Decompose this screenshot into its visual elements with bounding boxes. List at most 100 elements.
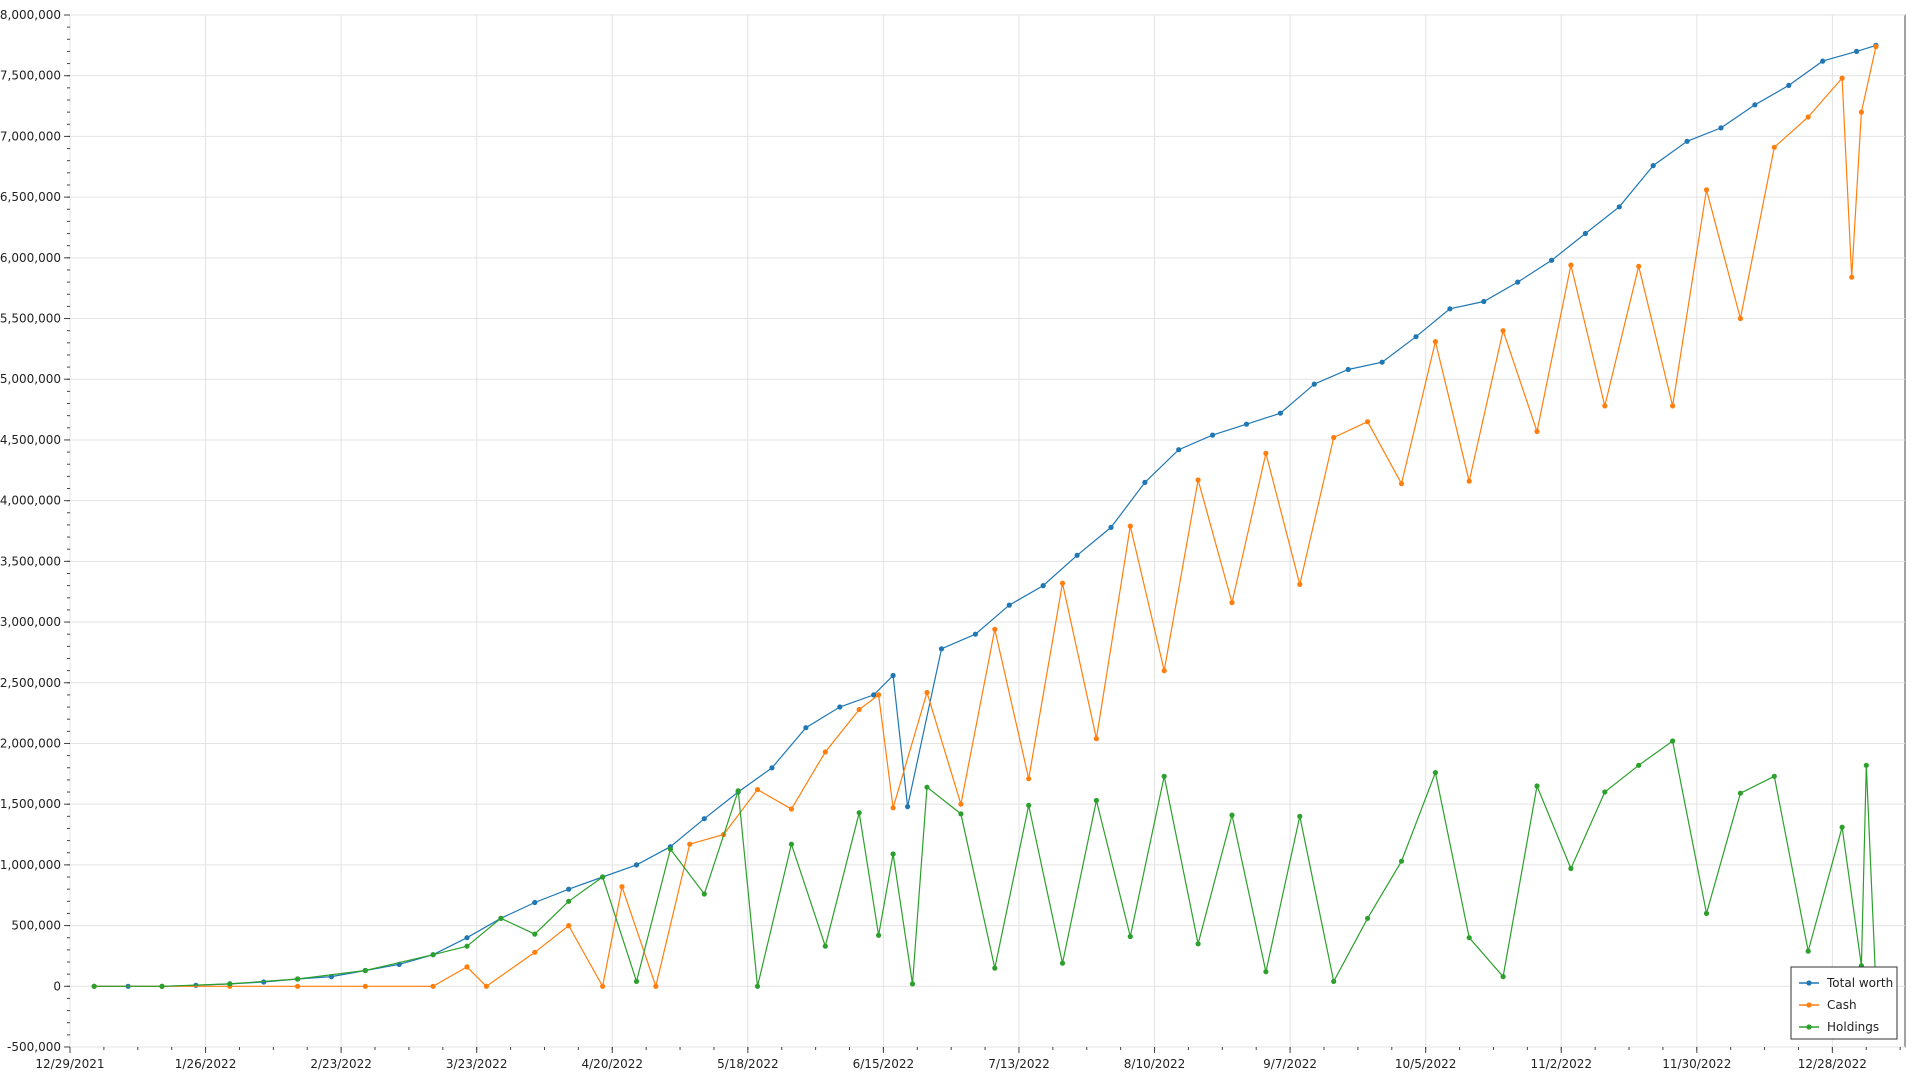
data-point	[822, 943, 828, 949]
data-point	[1447, 306, 1453, 312]
data-point	[1602, 403, 1608, 409]
y-tick-label: 5,000,000	[0, 372, 61, 386]
data-point	[653, 983, 659, 989]
y-tick-label: 1,500,000	[0, 797, 61, 811]
data-point	[295, 983, 301, 989]
x-tick-label: 12/28/2022	[1798, 1057, 1867, 1071]
data-point	[1549, 257, 1555, 263]
y-tick-label: 5,500,000	[0, 312, 61, 326]
plot-area	[69, 14, 1906, 1048]
data-point	[91, 983, 97, 989]
x-tick-label: 9/7/2022	[1263, 1057, 1317, 1071]
data-point	[1820, 58, 1826, 64]
x-tick-label: 2/23/2022	[310, 1057, 372, 1071]
data-point	[1297, 813, 1303, 819]
data-point	[430, 952, 436, 958]
data-point	[633, 862, 640, 868]
data-point	[1534, 783, 1540, 789]
y-tick-label: 8,000,000	[0, 8, 61, 22]
y-tick-label: 7,000,000	[0, 129, 61, 143]
data-point	[958, 801, 964, 807]
series-line	[94, 46, 1877, 989]
data-point	[754, 787, 761, 793]
data-point	[1413, 334, 1419, 340]
data-point	[1737, 790, 1743, 796]
data-point	[1127, 933, 1133, 940]
legend: Total worth Cash Holdings	[1790, 966, 1898, 1040]
data-point	[1093, 736, 1099, 742]
y-tick-label: 3,500,000	[0, 554, 61, 568]
data-point	[532, 931, 538, 937]
x-tick-label: 12/29/2021	[35, 1057, 104, 1071]
y-tick-label: 2,500,000	[0, 676, 61, 690]
data-point	[1718, 125, 1724, 131]
data-point	[1500, 974, 1506, 980]
data-point	[1684, 138, 1690, 144]
data-point	[1432, 339, 1438, 345]
data-point	[1582, 230, 1588, 237]
data-point	[362, 983, 368, 989]
data-point	[1849, 274, 1855, 280]
data-point	[1515, 279, 1521, 285]
y-tick-label: 2,000,000	[0, 736, 61, 750]
data-point	[1805, 948, 1811, 954]
y-tick-label: 4,500,000	[0, 433, 61, 447]
data-point	[1195, 477, 1201, 483]
data-point	[464, 964, 470, 970]
data-point	[1142, 479, 1148, 485]
data-point	[1243, 421, 1250, 427]
data-point	[890, 672, 896, 679]
data-point	[1858, 109, 1864, 115]
x-tick-label: 7/13/2022	[988, 1057, 1050, 1071]
data-point	[1379, 359, 1385, 365]
data-point	[295, 976, 301, 982]
y-tick-label: 500,000	[11, 919, 61, 933]
data-point	[905, 804, 911, 810]
y-tick-label: -500,000	[7, 1040, 61, 1054]
data-point	[1229, 600, 1235, 606]
legend-marker	[1806, 980, 1812, 986]
x-tick-label: 4/20/2022	[582, 1057, 644, 1071]
legend-label: Cash	[1827, 998, 1857, 1012]
data-point	[856, 810, 862, 816]
data-point	[464, 943, 470, 949]
data-point	[1703, 910, 1710, 917]
data-point	[362, 967, 368, 974]
data-point	[1771, 773, 1777, 779]
data-point	[483, 983, 489, 989]
data-point	[1365, 419, 1371, 425]
data-point	[1210, 432, 1216, 438]
data-point	[600, 983, 606, 989]
data-point	[1466, 935, 1472, 941]
data-point	[1752, 102, 1758, 108]
y-tick-label: 3,000,000	[0, 615, 61, 629]
data-point	[1311, 381, 1317, 387]
data-point	[924, 689, 930, 696]
data-point	[1161, 773, 1167, 779]
data-point	[1432, 770, 1438, 776]
data-point	[1805, 114, 1811, 120]
data-point	[600, 874, 606, 880]
data-point	[159, 983, 165, 989]
y-tick-label: 7,500,000	[0, 69, 61, 83]
data-point	[1331, 434, 1337, 441]
x-tick-label: 1/26/2022	[175, 1057, 237, 1071]
data-point	[1026, 776, 1032, 782]
data-point	[1331, 978, 1337, 985]
data-point	[1703, 187, 1710, 193]
data-point	[1839, 75, 1845, 81]
y-tick-label: 6,500,000	[0, 190, 61, 204]
data-point	[1006, 602, 1012, 608]
y-tick-label: 1,000,000	[0, 858, 61, 872]
data-point	[992, 965, 998, 971]
data-point	[687, 841, 693, 847]
data-point	[1481, 298, 1487, 305]
data-point	[769, 765, 775, 771]
data-point	[1263, 969, 1269, 975]
data-point	[464, 935, 470, 941]
data-point	[1786, 82, 1792, 88]
data-point	[1127, 523, 1133, 529]
data-point	[1636, 263, 1642, 269]
data-point	[667, 846, 674, 852]
